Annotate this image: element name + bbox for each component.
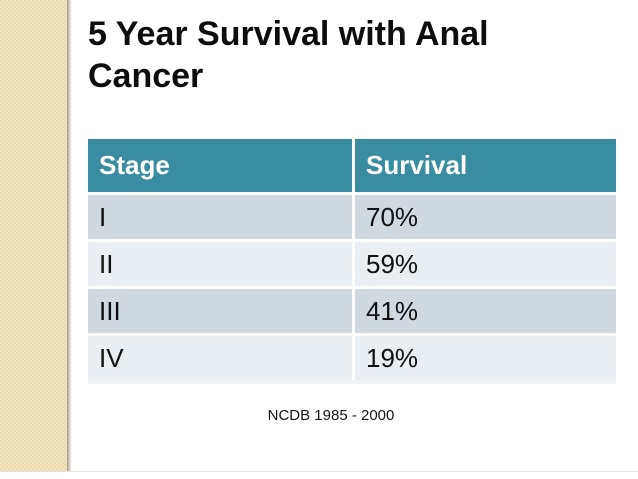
sidebar-texture: [0, 0, 67, 471]
source-note: NCDB 1985 - 2000: [267, 407, 395, 424]
table-header-row: Stage Survival: [88, 139, 616, 192]
table-row-stage-ii: II 59%: [88, 242, 616, 286]
table-row-stage-i: I 70%: [88, 195, 616, 239]
stage-cell: I: [88, 195, 352, 239]
survival-cell: 41%: [355, 289, 616, 333]
survival-cell: 59%: [355, 242, 616, 286]
table-bottom-edge: [88, 380, 616, 384]
survival-table: Stage Survival I 70% II 59% III 41% IV 1…: [88, 139, 616, 384]
stage-cell: IV: [88, 336, 352, 380]
stage-cell: II: [88, 242, 352, 286]
survival-cell: 19%: [355, 336, 616, 380]
table-row-stage-iv: IV 19%: [88, 336, 616, 380]
table-header-stage: Stage: [88, 139, 352, 192]
table-row-stage-iii: III 41%: [88, 289, 616, 333]
title-line-2: Cancer: [88, 57, 204, 95]
table-header-survival: Survival: [355, 139, 616, 192]
sidebar-shadow: [67, 0, 72, 471]
page-title: 5 Year Survival with Anal Cancer: [88, 13, 489, 97]
survival-cell: 70%: [355, 195, 616, 239]
title-line-1: 5 Year Survival with Anal: [88, 15, 489, 53]
stage-cell: III: [88, 289, 352, 333]
